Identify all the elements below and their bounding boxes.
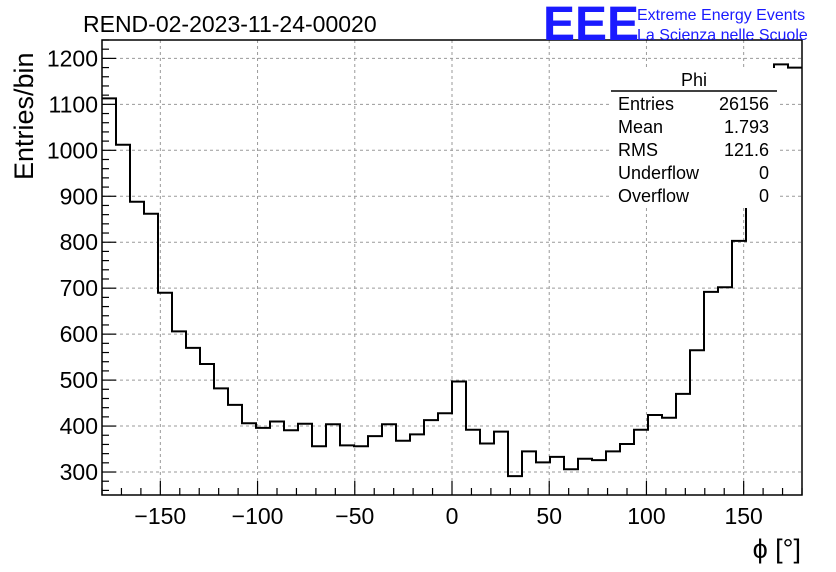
y-tick-label: 300 [60,459,98,485]
stats-row: RMS 121.6 [618,140,769,160]
stats-row: Underflow 0 [618,163,769,183]
stats-label: Overflow [618,186,690,206]
y-tick-label: 900 [60,183,98,209]
stats-value: 121.6 [724,140,769,160]
eee-logo: EEE Extreme Energy Events La Scienza nel… [543,0,808,51]
x-axis-title: ϕ [°] [753,534,801,564]
stats-value: 0 [759,163,769,183]
stats-value: 26156 [719,94,769,114]
stats-value: 1.793 [724,117,769,137]
eee-logo-line2: La Scienza nelle Scuole [637,27,808,44]
stats-row: Entries 26156 [618,94,769,114]
stats-row: Overflow 0 [618,186,769,206]
x-tick-label: 0 [446,503,459,529]
stats-value: 0 [759,186,769,206]
x-tick-label: −150 [134,503,186,529]
x-tick-label: 50 [536,503,562,529]
y-tick-label: 1200 [47,45,98,71]
y-tick-label: 500 [60,367,98,393]
histogram-series [102,63,802,478]
x-tick-labels: −150 −100 −50 0 50 100 150 [134,503,762,529]
chart-title: REND-02-2023-11-24-00020 [83,11,377,37]
stats-label: RMS [618,140,658,160]
stats-label: Underflow [618,163,700,183]
x-tick-label: 150 [724,503,762,529]
axis-ticks [101,39,803,495]
x-tick-label: −100 [232,503,284,529]
x-tick-label: −50 [335,503,374,529]
stats-box-name: Phi [681,70,707,90]
y-tick-label: 800 [60,229,98,255]
stats-label: Mean [618,117,663,137]
y-tick-labels: 300 400 500 600 700 800 900 1000 1100 1200 [47,45,98,485]
y-axis-title: Entries/bin [9,52,39,180]
y-tick-label: 700 [60,275,98,301]
x-tick-label: 100 [627,503,665,529]
y-tick-label: 400 [60,413,98,439]
stats-label: Entries [618,94,674,114]
y-tick-label: 1000 [47,137,98,163]
eee-logo-line1: Extreme Energy Events [637,7,805,24]
eee-logo-mark: EEE [543,0,639,51]
y-tick-label: 1100 [49,91,98,117]
stats-box: Phi Entries 26156 Mean 1.793 RMS 121.6 U… [609,68,779,208]
stats-row: Mean 1.793 [618,117,769,137]
y-tick-label: 600 [60,321,98,347]
